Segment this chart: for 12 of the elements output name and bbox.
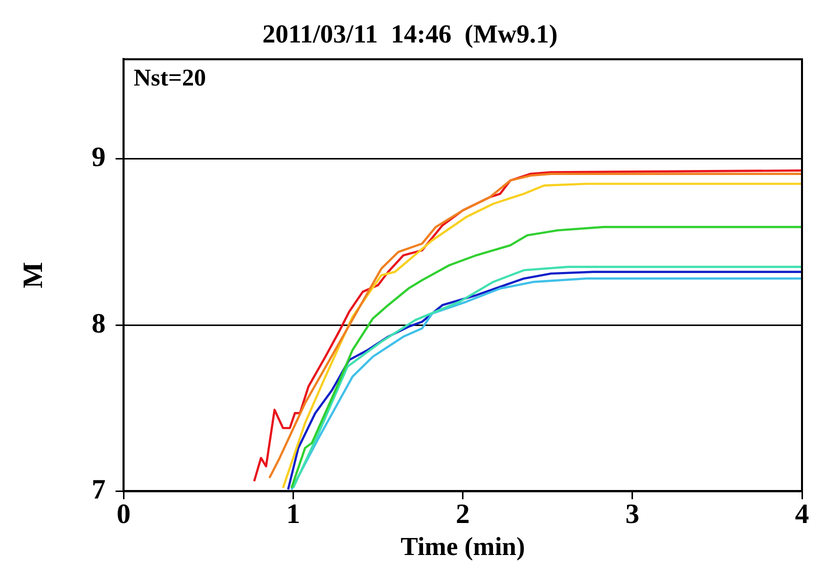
- x-tick-label: 2: [456, 499, 470, 530]
- y-tick-label: 9: [92, 142, 106, 174]
- x-axis-title: Time (min): [400, 532, 526, 562]
- y-tick-label: 8: [92, 308, 106, 340]
- x-tick-label: 0: [116, 499, 131, 530]
- x-tick-label: 3: [625, 499, 640, 530]
- x-tick-label: 1: [286, 499, 300, 530]
- chart-title: 2011/03/11 14:46 (Mw9.1): [262, 19, 558, 48]
- y-tick-label: 7: [92, 474, 106, 506]
- y-axis-title: M: [18, 262, 50, 288]
- annotation: Nst=20: [134, 65, 206, 92]
- x-tick-label: 4: [795, 499, 809, 530]
